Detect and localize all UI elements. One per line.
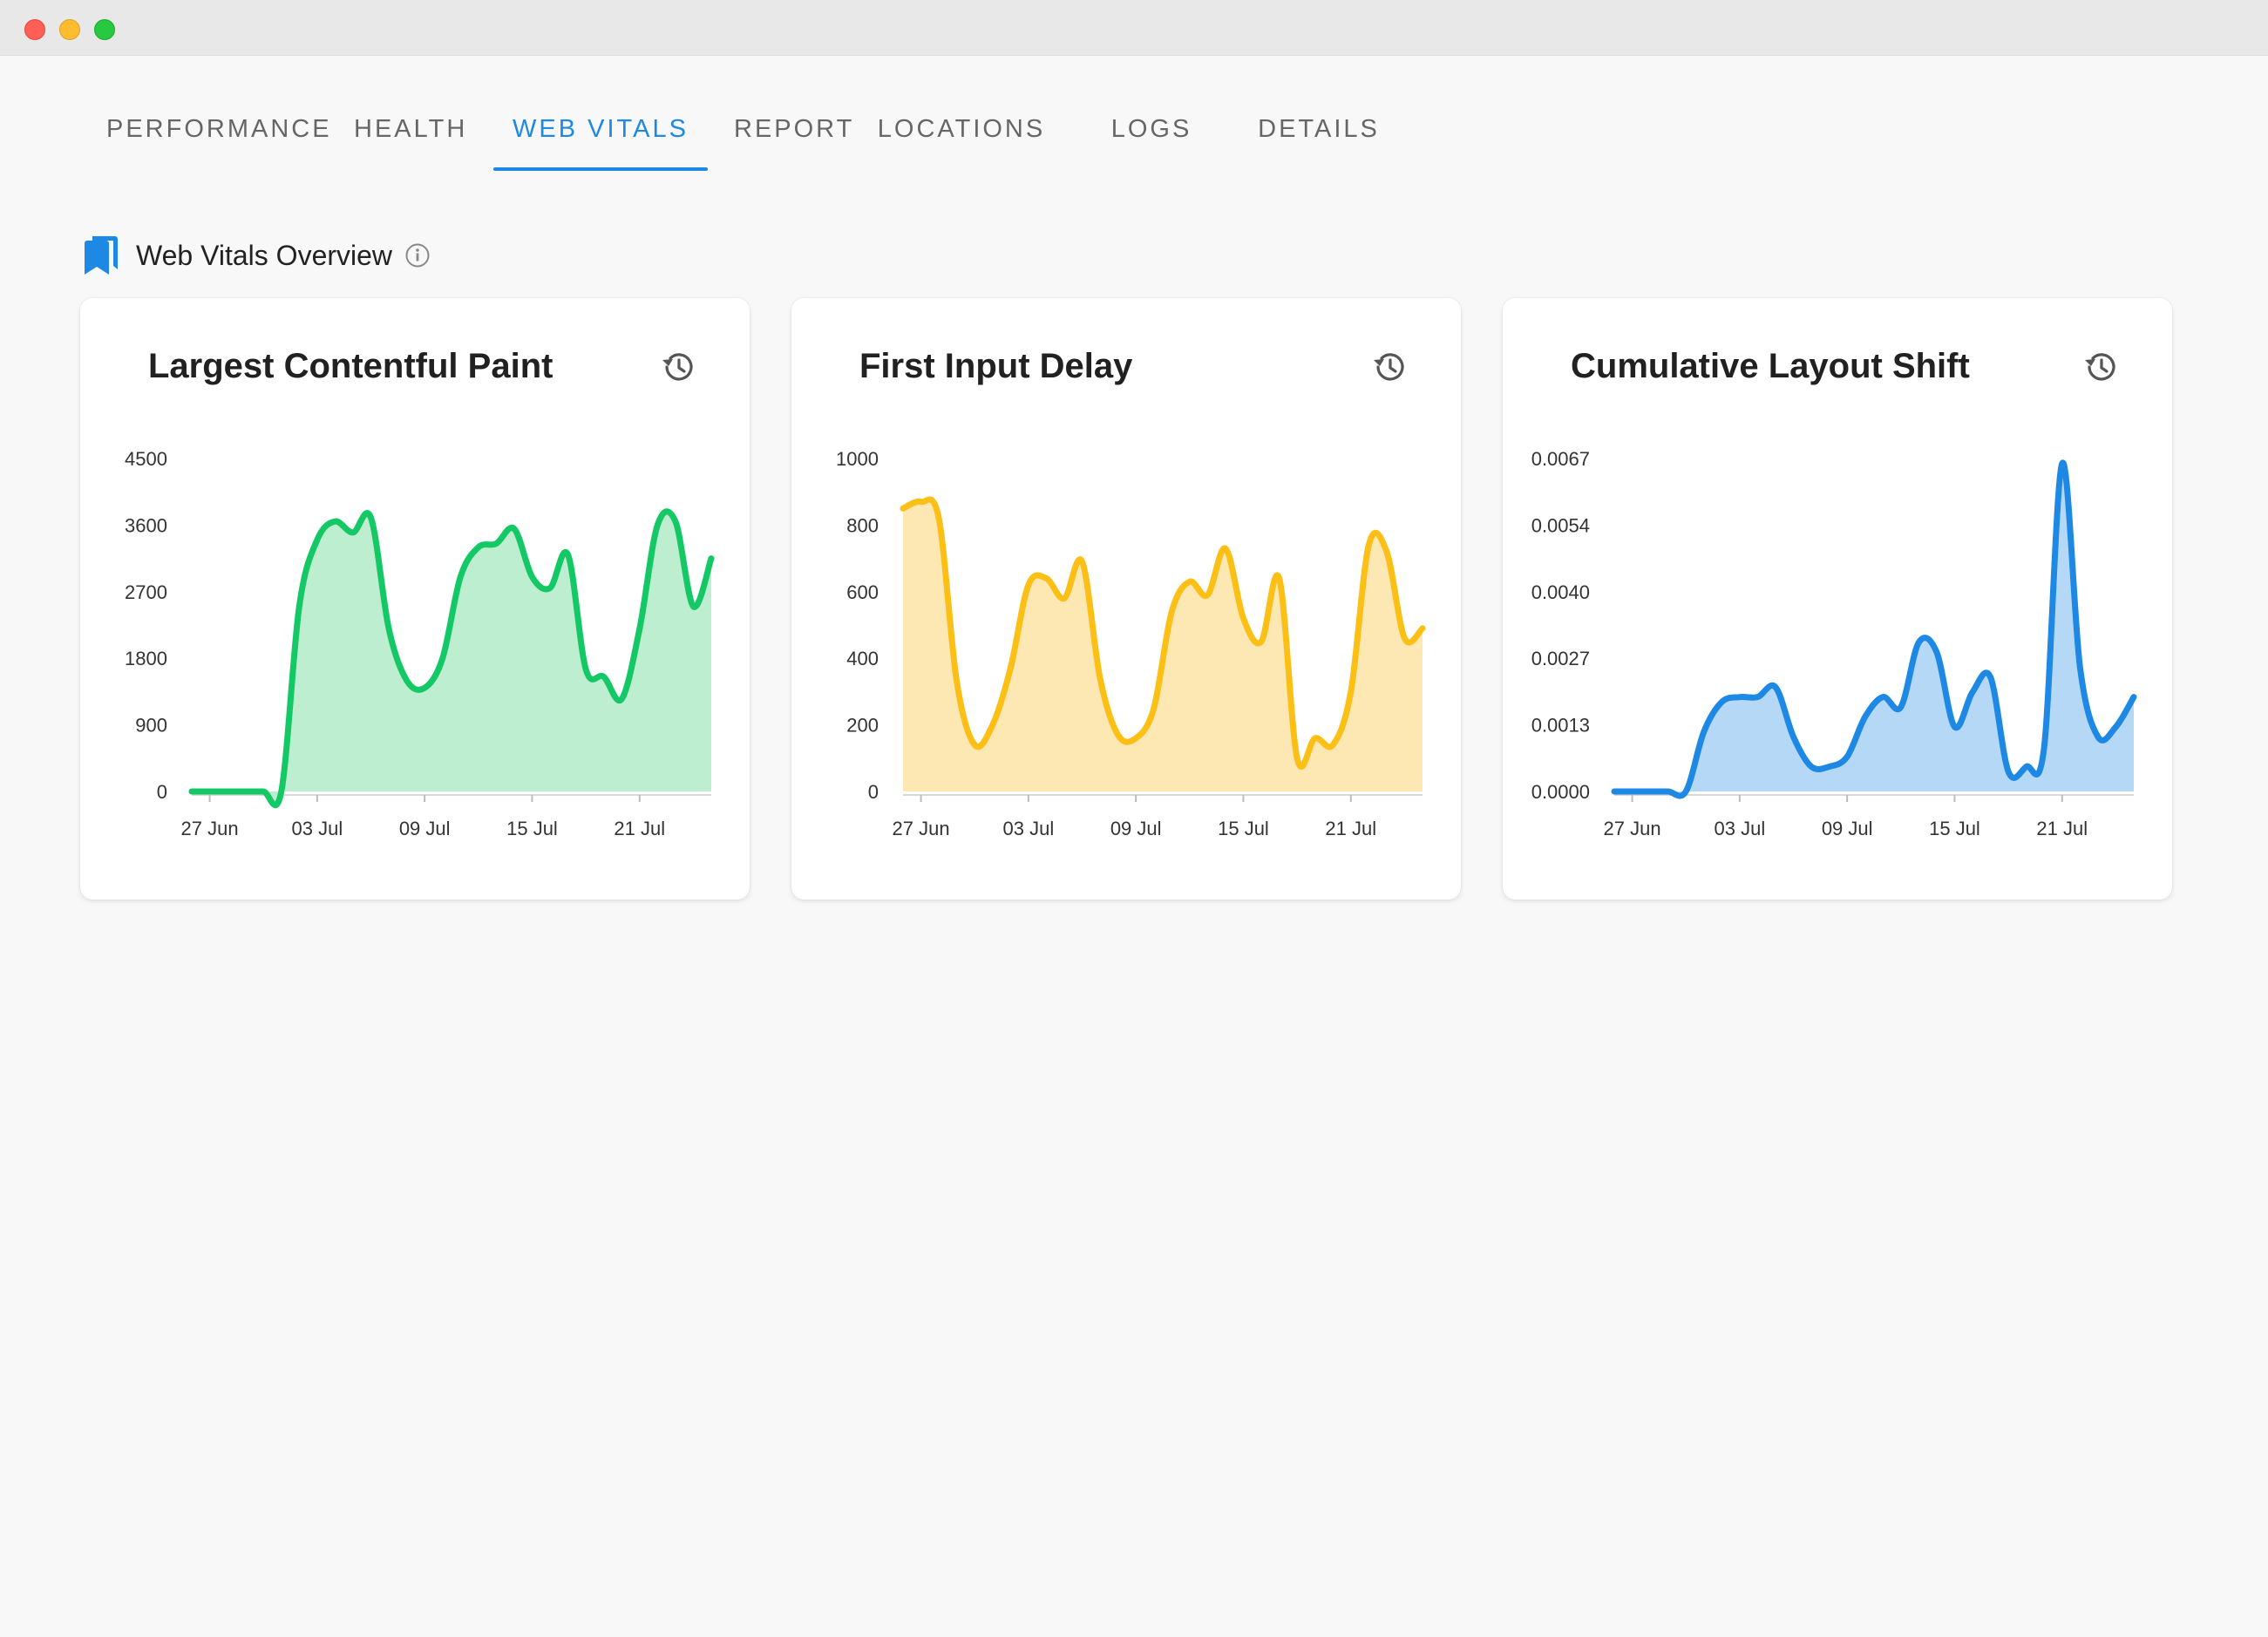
y-tick-label: 1000: [836, 448, 879, 470]
lcp-card: Largest Contentful Paint 0 900 1800 2700 360…: [80, 298, 750, 900]
x-tick-label: 27 Jun: [893, 818, 950, 839]
x-tick-label: 03 Jul: [1003, 818, 1055, 839]
y-tick-label: 1800: [125, 648, 167, 669]
x-tick-label: 27 Jun: [181, 818, 239, 839]
bookmarks-icon: [85, 236, 118, 275]
tab-report[interactable]: REPORT: [734, 115, 855, 143]
window-titlebar: [0, 0, 2268, 56]
x-tick-label: 03 Jul: [1715, 818, 1766, 839]
y-tick-label: 600: [846, 581, 879, 603]
history-icon[interactable]: [2081, 347, 2122, 387]
x-tick-label: 21 Jul: [2036, 818, 2088, 839]
tab-performance[interactable]: PERFORMANCE: [106, 115, 332, 143]
y-tick-label: 2700: [125, 581, 167, 603]
y-tick-label: 0.0067: [1531, 448, 1590, 470]
x-tick-label: 15 Jul: [506, 818, 558, 839]
info-icon[interactable]: [404, 242, 431, 268]
card-title: Cumulative Layout Shift: [1571, 347, 1970, 385]
fid-card: First Input Delay 0 200 400 600 800 1000 27 Ju…: [791, 298, 1461, 900]
series-area: [1614, 462, 2134, 797]
lcp-chart: 0 900 1800 2700 3600 4500 27 Jun 03 Jul 09 Jul 15…: [125, 448, 715, 839]
tab-details[interactable]: DETAILS: [1258, 115, 1380, 143]
tab-health[interactable]: HEALTH: [354, 115, 468, 143]
series-area: [903, 499, 1423, 791]
y-tick-label: 0.0054: [1531, 514, 1590, 536]
tab-logs[interactable]: LOGS: [1110, 115, 1192, 143]
y-tick-label: 0.0013: [1531, 715, 1590, 737]
y-tick-label: 900: [135, 715, 167, 737]
history-icon[interactable]: [1370, 347, 1410, 387]
minimize-window-button[interactable]: [59, 19, 80, 40]
x-tick-label: 15 Jul: [1929, 818, 1980, 839]
y-tick-label: 800: [846, 514, 879, 536]
x-tick-label: 03 Jul: [292, 818, 343, 839]
y-tick-label: 0.0000: [1531, 781, 1590, 803]
close-window-button[interactable]: [24, 19, 45, 40]
y-tick-label: 4500: [125, 448, 167, 470]
series-line: [188, 508, 715, 809]
y-tick-label: 3600: [125, 514, 167, 536]
x-tick-label: 09 Jul: [1822, 818, 1873, 839]
series-area: [192, 511, 711, 805]
maximize-window-button[interactable]: [94, 19, 115, 40]
tab-locations[interactable]: LOCATIONS: [877, 115, 1046, 143]
x-tick-label: 21 Jul: [1325, 818, 1376, 839]
y-tick-label: 400: [846, 648, 879, 669]
y-tick-label: 0: [157, 781, 167, 803]
card-title: Largest Contentful Paint: [148, 347, 553, 385]
x-tick-label: 21 Jul: [614, 818, 665, 839]
section-title: Web Vitals Overview: [136, 239, 393, 271]
cls-card: Cumulative Layout Shift 0.0000 0.0013 0.00…: [1503, 298, 2172, 900]
history-icon[interactable]: [659, 347, 699, 387]
x-tick-label: 27 Jun: [1604, 818, 1661, 839]
y-tick-label: 200: [846, 715, 879, 737]
section-header: Web Vitals Overview: [82, 234, 431, 277]
y-tick-label: 0.0040: [1531, 581, 1590, 603]
card-title: First Input Delay: [859, 347, 1133, 385]
x-tick-label: 09 Jul: [1110, 818, 1162, 839]
tab-web-vitals[interactable]: WEB VITALS: [493, 98, 708, 171]
y-tick-label: 0: [868, 781, 879, 803]
x-tick-label: 15 Jul: [1218, 818, 1269, 839]
x-tick-label: 09 Jul: [399, 818, 451, 839]
y-tick-label: 0.0027: [1531, 648, 1590, 669]
cls-chart: 0.0000 0.0013 0.0027 0.0040 0.0054 0.0067 27 J…: [1531, 448, 2137, 839]
fid-chart: 0 200 400 600 800 1000 27 Jun 03 Jul 09 Jul 15 Ju…: [836, 448, 1426, 839]
